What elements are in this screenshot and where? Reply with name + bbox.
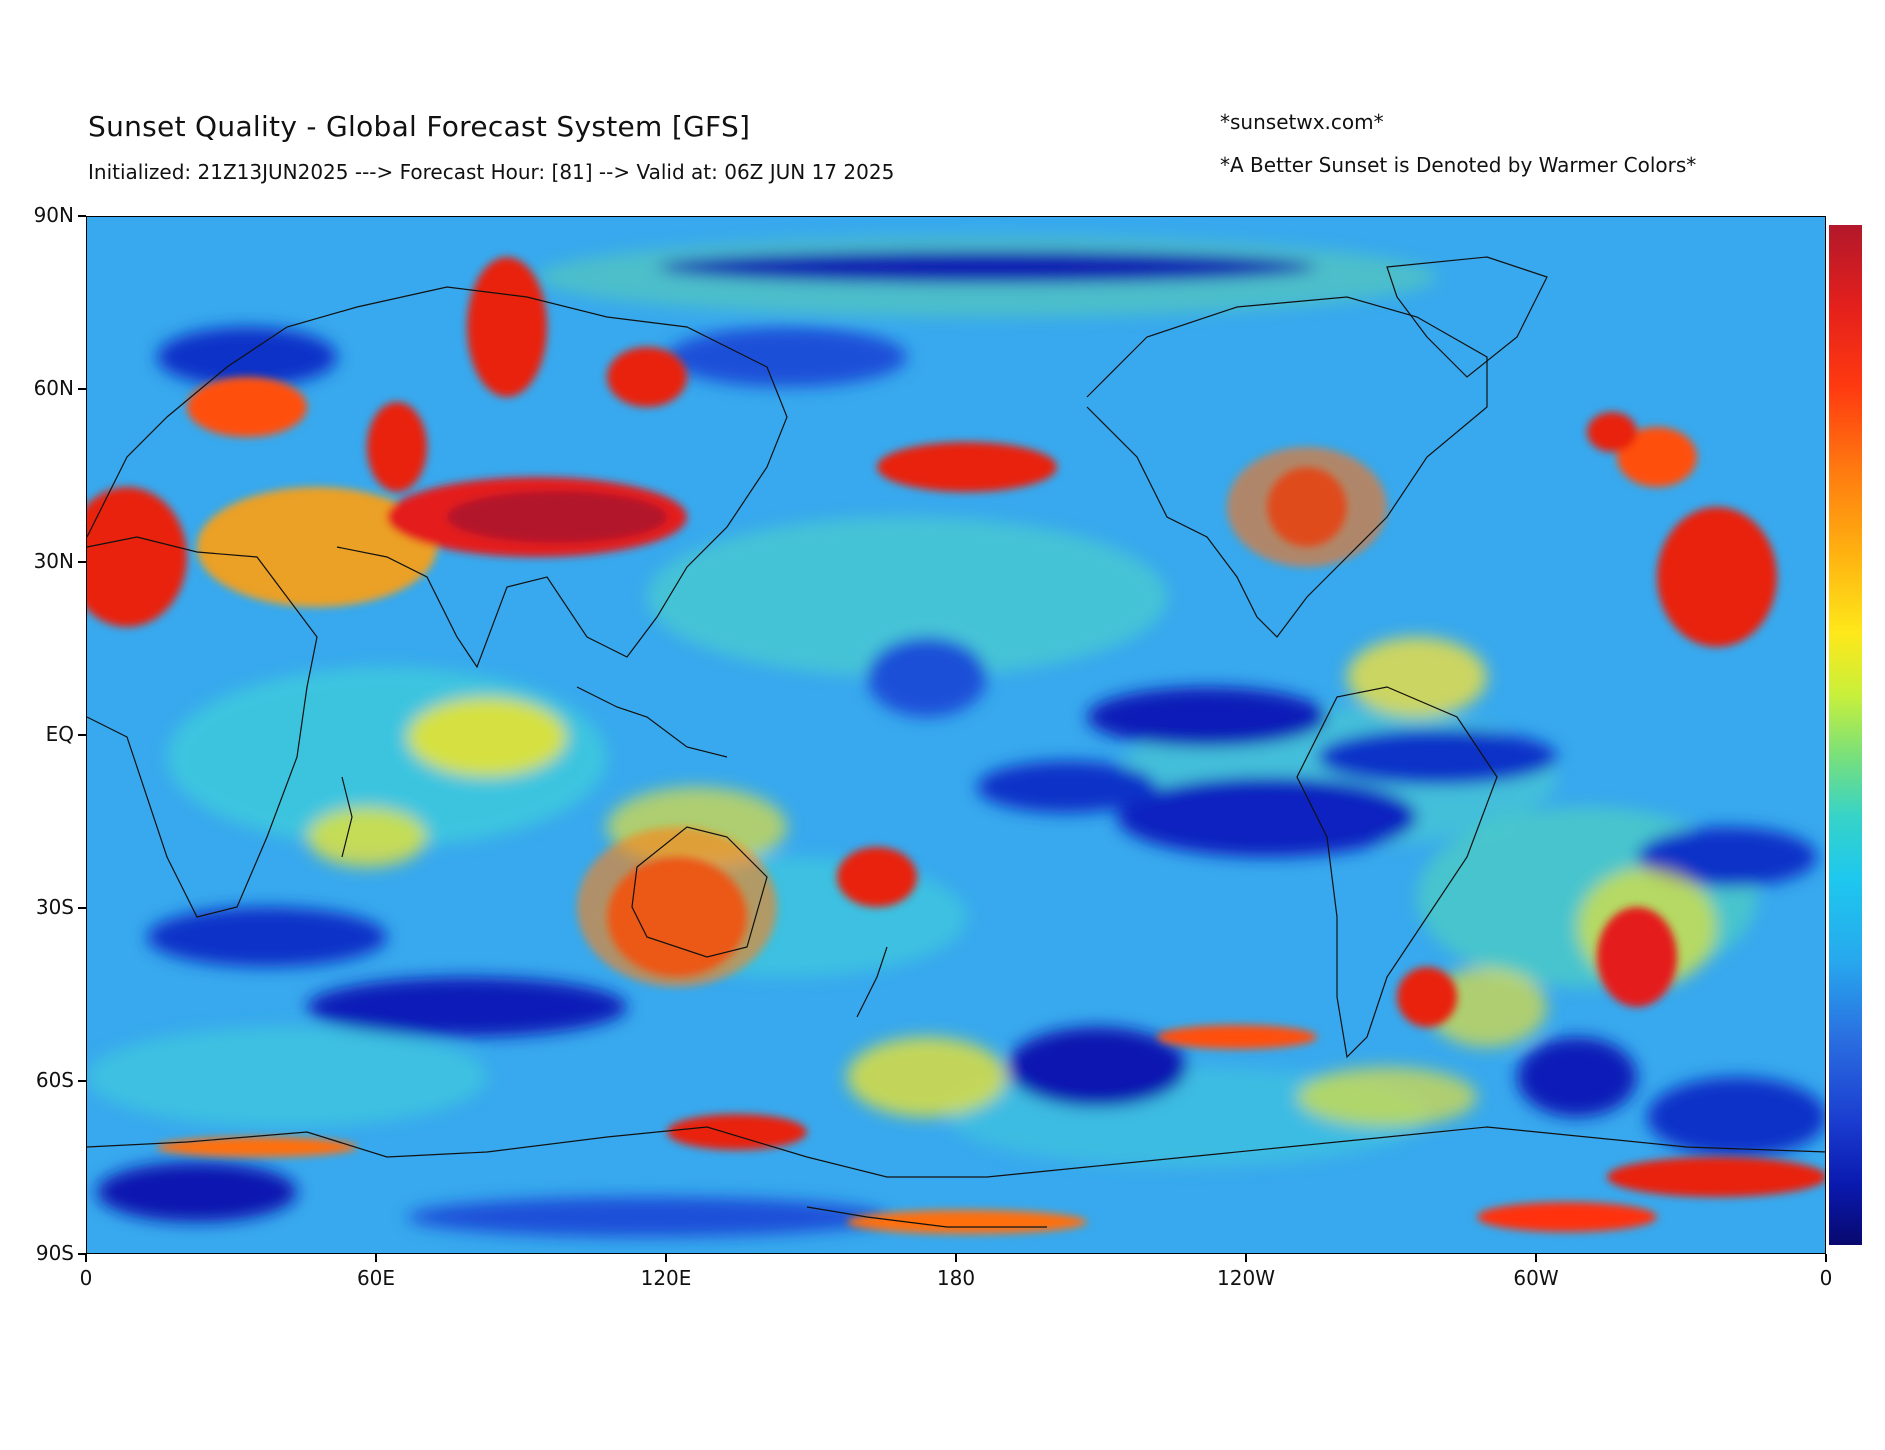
x-tick-mark <box>955 1254 957 1262</box>
legend-note: *A Better Sunset is Denoted by Warmer Co… <box>1220 153 1697 177</box>
map-subtitle: Initialized: 21Z13JUN2025 ---> Forecast … <box>88 160 895 184</box>
y-tick-mark <box>78 388 86 390</box>
x-tick-mark <box>1535 1254 1537 1262</box>
y-tick-label: 60S <box>35 1068 74 1092</box>
x-tick-label: 120E <box>640 1266 692 1290</box>
x-tick-label: 120W <box>1217 1266 1275 1290</box>
colorbar <box>1829 225 1862 1245</box>
y-tick-label: 90N <box>33 203 74 227</box>
y-tick-mark <box>78 215 86 217</box>
y-tick-label: 30S <box>35 895 74 919</box>
y-tick-label: EQ <box>45 722 74 746</box>
x-tick-mark <box>1245 1254 1247 1262</box>
y-tick-mark <box>78 734 86 736</box>
x-tick-mark <box>375 1254 377 1262</box>
x-tick-label: 0 <box>79 1266 93 1290</box>
map-title: Sunset Quality - Global Forecast System … <box>88 110 751 143</box>
y-tick-mark <box>78 561 86 563</box>
y-tick-mark <box>78 1080 86 1082</box>
y-tick-label: 90S <box>35 1241 74 1265</box>
x-tick-label: 180 <box>936 1266 976 1290</box>
x-tick-label: 60W <box>1513 1266 1559 1290</box>
y-tick-mark <box>78 907 86 909</box>
x-tick-mark <box>665 1254 667 1262</box>
x-tick-mark <box>85 1254 87 1262</box>
forecast-map <box>86 216 1826 1254</box>
x-tick-label: 60E <box>356 1266 396 1290</box>
y-tick-mark <box>78 1253 86 1255</box>
x-tick-label: 0 <box>1819 1266 1833 1290</box>
site-credit: *sunsetwx.com* <box>1220 110 1384 134</box>
coastlines <box>87 256 1825 1228</box>
x-tick-mark <box>1825 1254 1827 1262</box>
y-tick-label: 60N <box>33 376 74 400</box>
y-tick-label: 30N <box>33 549 74 573</box>
field-warm-layer <box>87 257 1825 1234</box>
forecast-field <box>87 217 1825 1253</box>
